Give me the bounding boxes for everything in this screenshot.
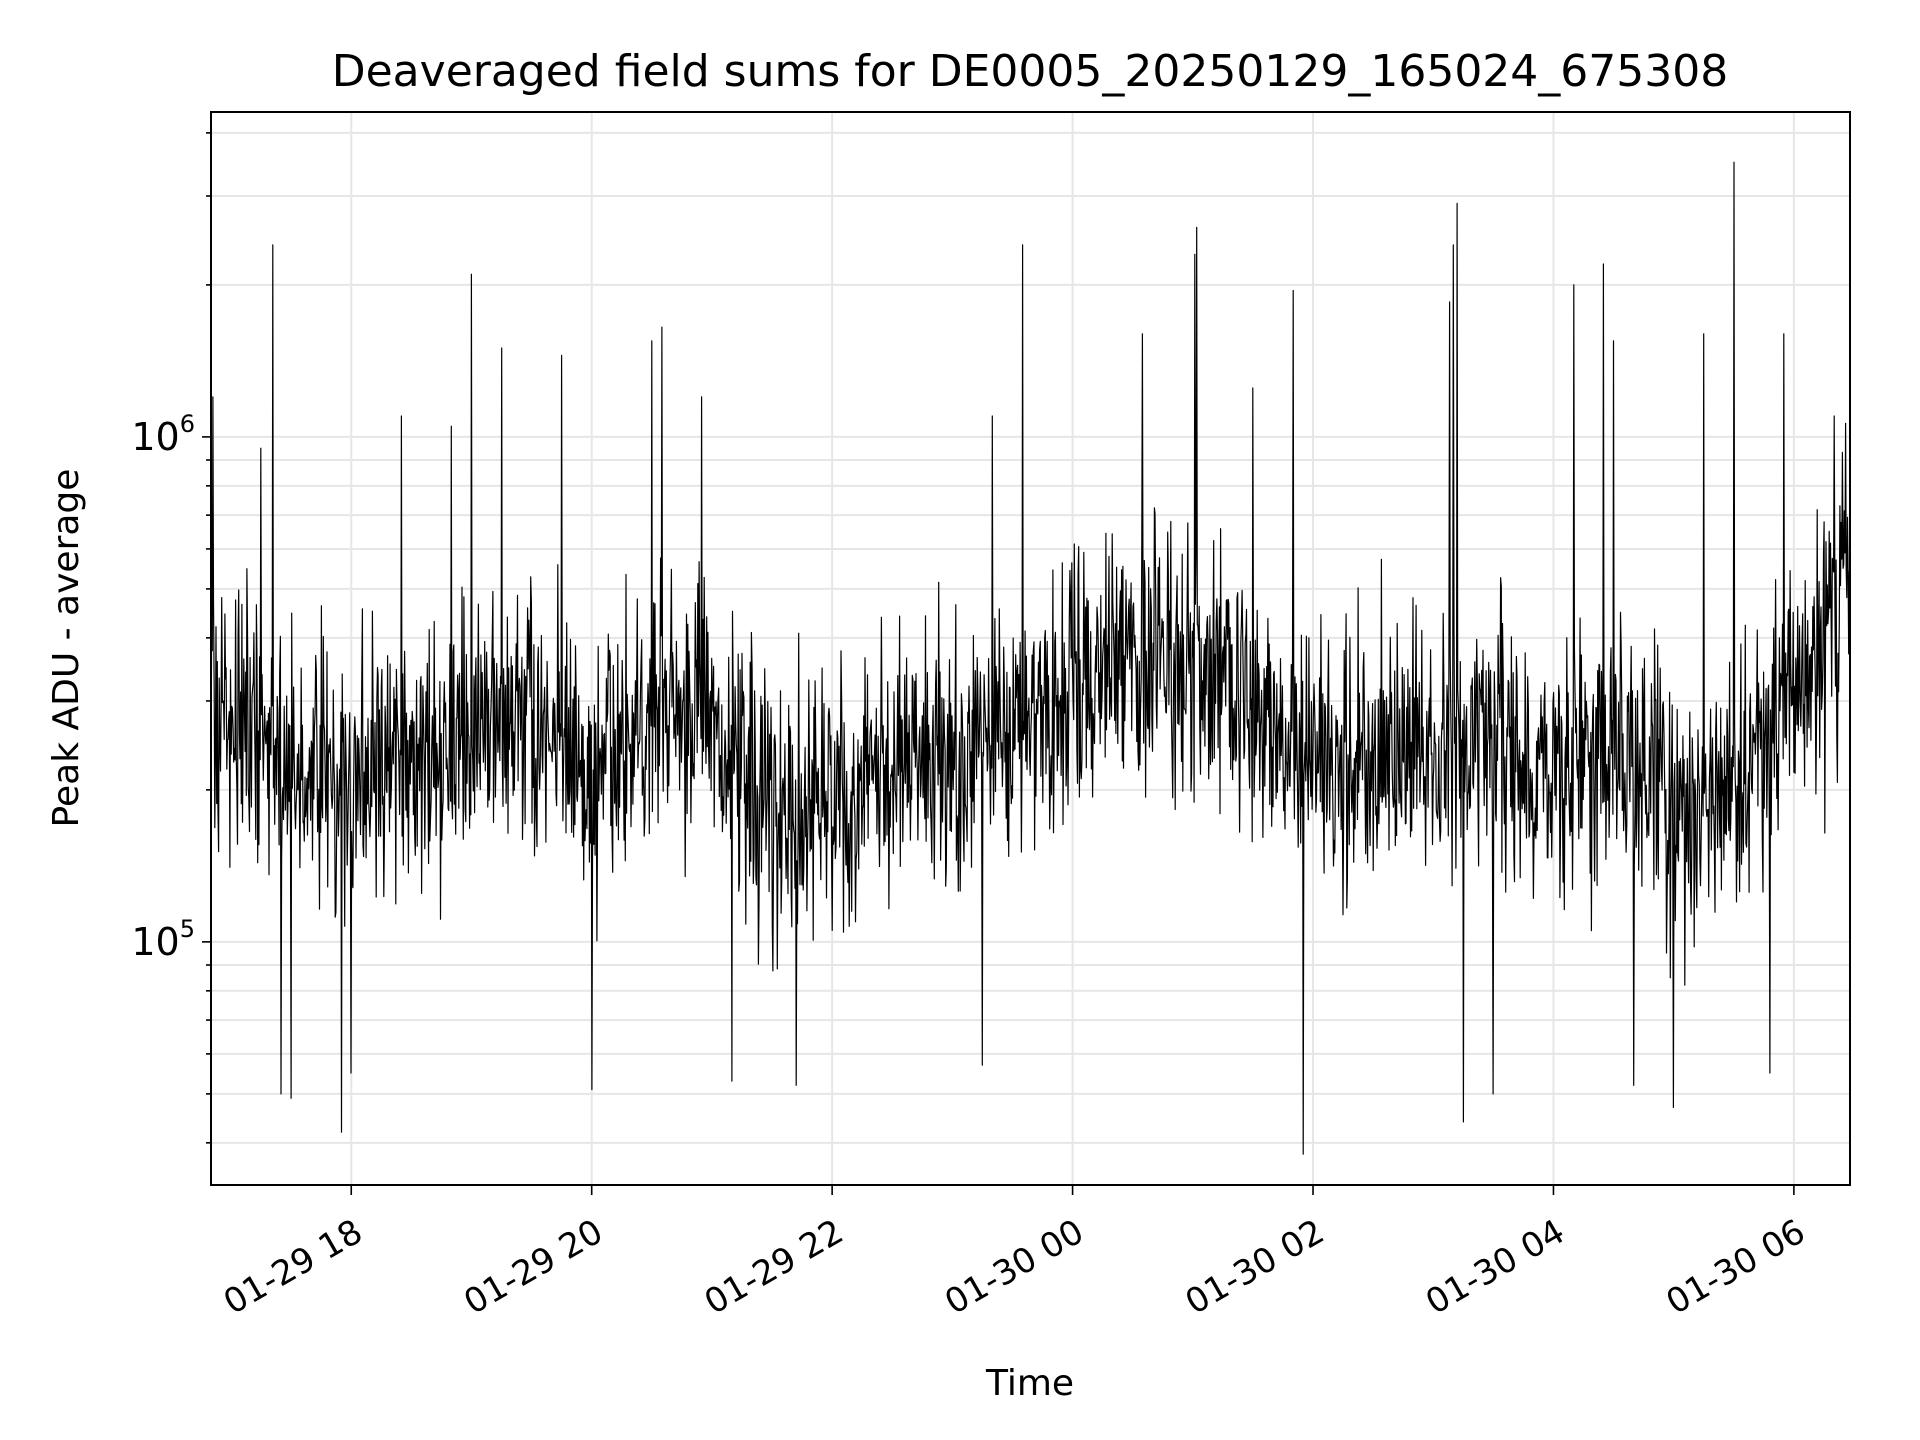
x-tick-label: 01-30 00 bbox=[938, 1212, 1090, 1323]
x-tick-label: 01-30 04 bbox=[1419, 1212, 1571, 1323]
x-tick-label: 01-29 20 bbox=[457, 1212, 609, 1323]
x-tick-label: 01-29 22 bbox=[698, 1212, 850, 1323]
x-tick-label: 01-30 02 bbox=[1179, 1212, 1331, 1323]
plot-frame bbox=[210, 111, 1851, 1186]
chart-title: Deaveraged field sums for DE0005_2025012… bbox=[332, 46, 1729, 97]
x-tick-label: 01-29 18 bbox=[217, 1212, 369, 1323]
y-axis-ticks: 105 106 bbox=[131, 132, 211, 1144]
x-axis-label: Time bbox=[985, 1363, 1074, 1404]
y-tick-label: 105 bbox=[131, 915, 195, 964]
series-line bbox=[210, 161, 1851, 1155]
grid-lines bbox=[211, 112, 1850, 1185]
x-tick-label: 01-30 06 bbox=[1660, 1212, 1812, 1323]
x-axis-ticks: 01-29 18 01-29 20 01-29 22 01-30 00 01-30 02… bbox=[217, 1185, 1812, 1323]
series-layer bbox=[210, 161, 1851, 1155]
y-axis-label: Peak ADU - average bbox=[46, 469, 87, 828]
y-tick-label: 106 bbox=[131, 410, 195, 459]
